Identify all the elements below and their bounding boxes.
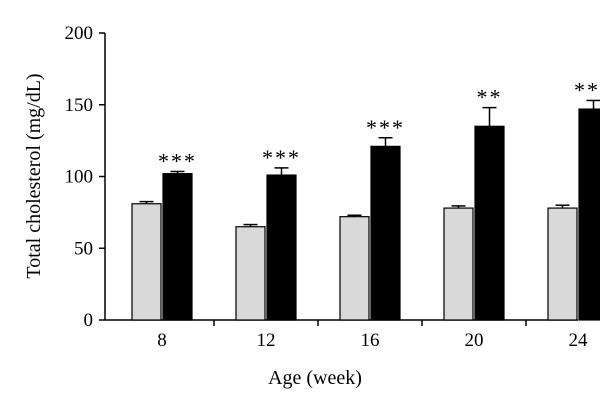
bar-series-2 [370, 145, 401, 321]
x-tick-label: 16 [361, 330, 380, 351]
significance-label: *** [366, 115, 405, 140]
y-tick-label: 200 [65, 23, 94, 44]
bars [131, 99, 600, 321]
significance-label: *** [158, 148, 197, 173]
x-axis: 8 12 16 20 24 [105, 319, 589, 351]
y-tick-label: 150 [65, 95, 94, 116]
significance-label: *** [574, 77, 600, 102]
bar-series-1 [547, 207, 578, 321]
bar-series-1 [443, 207, 474, 321]
bar-series-2 [266, 174, 297, 321]
y-tick-label: 100 [65, 167, 94, 188]
x-tick-label: 20 [465, 330, 484, 351]
y-axis-title: Total cholesterol (mg/dL) [23, 73, 45, 278]
x-tick-label: 24 [569, 330, 589, 351]
bar-series-1 [131, 203, 162, 321]
x-tick-label: 8 [157, 330, 167, 351]
annotations: ************** [158, 77, 600, 173]
y-tick-label: 50 [74, 238, 93, 259]
y-axis: 0 50 100 150 200 [65, 23, 106, 331]
significance-label: *** [262, 145, 301, 170]
bar-series-2 [162, 173, 193, 321]
bar-series-1 [235, 226, 266, 321]
y-tick-label: 0 [84, 310, 94, 331]
significance-label: ** [477, 85, 503, 110]
x-axis-title: Age (week) [268, 367, 362, 389]
bar-series-2 [474, 125, 505, 321]
bar-series-2 [578, 108, 600, 321]
bar-series-1 [339, 216, 370, 321]
x-tick-label: 12 [257, 330, 276, 351]
